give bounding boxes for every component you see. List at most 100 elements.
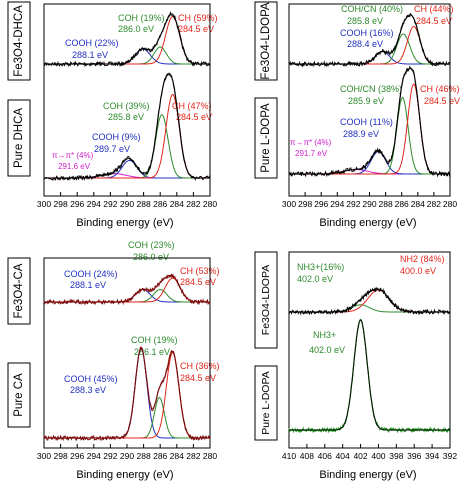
- peak-label: CH (44%): [414, 4, 454, 14]
- component-curve: [289, 289, 450, 313]
- peak-label: CH (59%): [178, 13, 218, 23]
- peak-label: COH (39%): [103, 101, 150, 111]
- x-tick-label: 298: [54, 451, 68, 461]
- sample-label-box: [7, 1, 31, 81]
- x-tick-label: 280: [443, 199, 457, 209]
- peak-label: 284.5 eV: [180, 373, 216, 383]
- x-tick-label: 394: [425, 451, 439, 461]
- x-tick-label: 300: [37, 451, 51, 461]
- x-tick-label: 298: [298, 199, 312, 209]
- peak-label: COOH (24%): [64, 269, 118, 279]
- x-tick-label: 290: [120, 451, 134, 461]
- peak-label: 288.3 eV: [70, 385, 106, 395]
- peak-label: 288.4 eV: [347, 39, 383, 49]
- x-tick-label: 300: [37, 199, 51, 209]
- sample-label: Fe3O4-DHCA: [13, 5, 25, 77]
- x-tick-label: 292: [103, 199, 117, 209]
- x-tick-label: 280: [203, 451, 217, 461]
- plot-frame: [288, 251, 451, 449]
- x-tick-label: 298: [54, 199, 68, 209]
- panel-b: Fe3O4-LDOPA Pure L-DOPA COH/CN (40%) 285…: [254, 1, 460, 229]
- peak-label: 285.8 eV: [347, 16, 383, 26]
- x-tick-label: 284: [170, 199, 184, 209]
- peak-label: COH (23%): [128, 240, 175, 250]
- peak-label: 286.0 eV: [133, 252, 169, 262]
- x-axis-label: Binding energy (eV): [319, 217, 416, 229]
- sample-label-box: [7, 257, 31, 325]
- x-tick-label: 408: [300, 451, 314, 461]
- x-tick-label: 292: [346, 199, 360, 209]
- peak-label: 286.1 eV: [134, 347, 170, 357]
- sample-label: Pure CA: [13, 373, 25, 417]
- x-tick-label: 406: [318, 451, 332, 461]
- fit-envelope: [44, 274, 210, 303]
- sample-label: Fe3O4-CA: [13, 263, 25, 318]
- peak-label: COOH (9%): [92, 132, 141, 142]
- peak-label: 400.0 eV: [400, 266, 436, 276]
- peak-label: 289.7 eV: [94, 144, 130, 154]
- x-tick-label: 294: [87, 451, 101, 461]
- fit-envelope: [289, 67, 450, 175]
- peak-label: NH3+: [313, 330, 336, 340]
- x-tick-label: 282: [186, 451, 200, 461]
- peak-label: 291.7 eV: [295, 149, 328, 158]
- x-tick-label: 292: [103, 451, 117, 461]
- sample-label-box: [254, 251, 278, 349]
- x-tick-label: 282: [186, 199, 200, 209]
- sample-label: Pure L-DOPA: [260, 371, 272, 434]
- peak-label: CH (36%): [180, 361, 220, 371]
- x-tick-label: 300: [282, 199, 296, 209]
- x-tick-label: 286: [395, 199, 409, 209]
- panel-a: Fe3O4-DHCA Pure DHCA COH (19%) 286.0 eV …: [7, 1, 218, 229]
- sample-label-box: [7, 362, 31, 428]
- panel-d: Fe3O4-LDOPA Pure L-DOPA NH3+(16%) 402.0 …: [254, 251, 445, 481]
- x-tick-label: 288: [379, 199, 393, 209]
- peak-label: 286.0 eV: [118, 24, 154, 34]
- peak-label: COOH (11%): [340, 117, 393, 127]
- peak-label: COOH (45%): [64, 374, 118, 384]
- peak-label: NH3+(16%): [297, 262, 344, 272]
- x-tick-label: 284: [170, 451, 184, 461]
- x-tick-label: 286: [153, 199, 167, 209]
- panel-c: Fe3O4-CA Pure CA COH (23%) 286.0 eV COOH…: [7, 240, 220, 481]
- peak-label: 285.9 eV: [348, 96, 384, 106]
- peak-label: π→π* (4%): [290, 138, 332, 147]
- peak-label: COH/CN (40%): [341, 4, 403, 14]
- peak-label: 285.8 eV: [108, 112, 144, 122]
- x-axis-label: Binding energy (eV): [319, 469, 416, 481]
- x-axis-label: Binding energy (eV): [76, 469, 173, 481]
- peak-label: NH2 (84%): [400, 254, 445, 264]
- sample-label: Pure L-DOPA: [260, 103, 272, 173]
- x-tick-label: 280: [203, 199, 217, 209]
- x-tick-label: 400: [371, 451, 385, 461]
- x-tick-label: 288: [137, 199, 151, 209]
- peak-label: 288.1 eV: [70, 280, 106, 290]
- x-tick-label: 392: [443, 451, 457, 461]
- peak-label: CH (46%): [420, 84, 460, 94]
- peak-label: COOH (22%): [65, 38, 119, 48]
- fit-envelope: [289, 14, 450, 65]
- peak-label: COOH (16%): [340, 28, 394, 38]
- x-tick-label: 294: [330, 199, 344, 209]
- component-curve: [44, 173, 210, 179]
- peak-label: 288.9 eV: [343, 129, 379, 139]
- peak-label: CH (53%): [180, 266, 220, 276]
- x-tick-label: 290: [120, 199, 134, 209]
- fit-envelope: [44, 72, 210, 179]
- peak-label: 402.0 eV: [309, 345, 345, 355]
- x-tick-label: 288: [137, 451, 151, 461]
- x-tick-label: 290: [362, 199, 376, 209]
- x-tick-label: 402: [353, 451, 367, 461]
- x-tick-label: 296: [70, 451, 84, 461]
- sample-label-box: [254, 365, 278, 441]
- peak-label: 284.5 eV: [416, 16, 452, 26]
- x-tick-label: 282: [427, 199, 441, 209]
- x-tick-label: 296: [314, 199, 328, 209]
- x-tick-label: 410: [282, 451, 296, 461]
- peak-label: CH (47%): [172, 101, 212, 111]
- peak-label: 284.5 eV: [176, 112, 212, 122]
- x-tick-label: 286: [153, 451, 167, 461]
- sample-label-box: [7, 99, 31, 177]
- peak-label: 284.5 eV: [178, 24, 214, 34]
- peak-label: π→π* (4%): [52, 151, 94, 160]
